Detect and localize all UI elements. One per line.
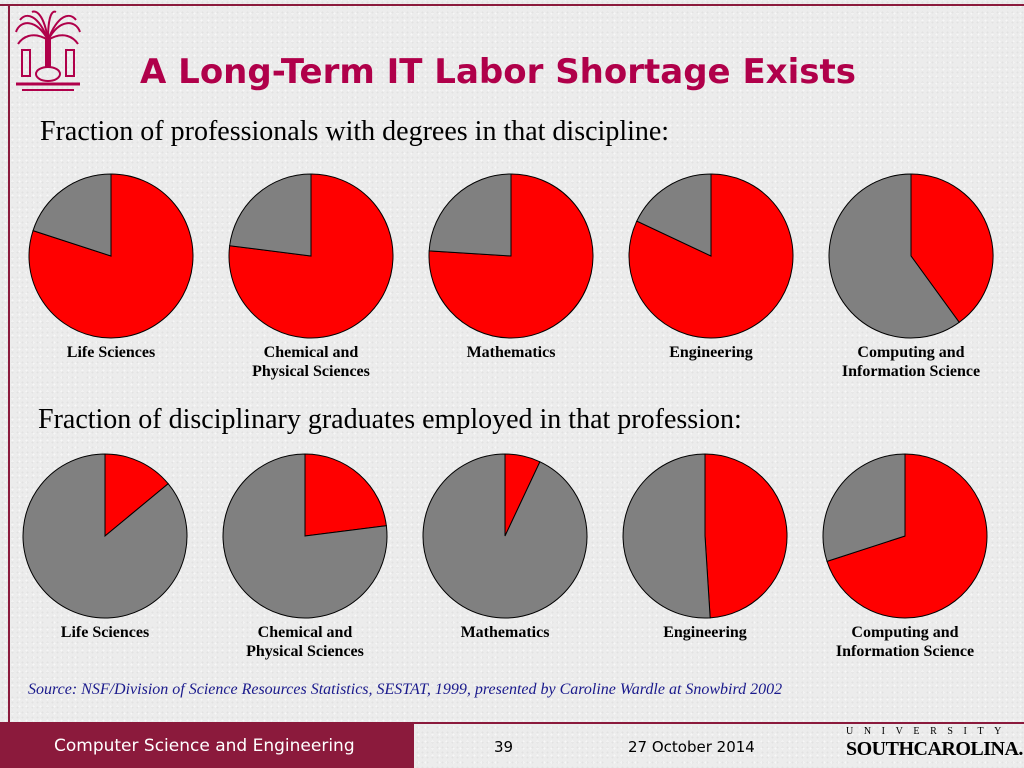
pie-label-line: Computing and (857, 344, 965, 361)
pie-1-chemical-and-physical-sciences-gray-slice (229, 173, 312, 257)
pie-2-chemical-and-physical-sciences-red-slice (304, 453, 387, 537)
pie-1-chemical-and-physical-sciences-label: Chemical and Physical Sciences (226, 343, 396, 381)
pie-1-engineering-gray-slice (636, 173, 712, 257)
pie-1-computing-and-information-science-label: Computing and Information Science (826, 343, 996, 381)
pie-2-life-sciences-red-slice (104, 453, 169, 538)
pie-label-line: Engineering (663, 624, 747, 641)
pie-1-mathematics-label: Mathematics (426, 343, 596, 362)
pie-label-line: Chemical and (257, 624, 353, 641)
section1-subtitle: Fraction of professionals with degrees i… (40, 116, 670, 147)
pie-label-line: Computing and (851, 624, 959, 641)
section2-subtitle: Fraction of disciplinary graduates emplo… (38, 404, 742, 435)
left-rule (8, 4, 10, 722)
pie-1-computing-and-information-science-red-slice (910, 173, 994, 324)
palmetto-tree-seal-icon (15, 10, 81, 91)
page-title: A Long-Term IT Labor Shortage Exists (140, 52, 856, 92)
page-number: 39 (494, 738, 514, 756)
pie-label-line: Engineering (669, 344, 753, 361)
pie-2-life-sciences-label: Life Sciences (20, 623, 190, 642)
pie-2-engineering-gray-slice (622, 453, 711, 619)
pie-2-computing-and-information-science-red-slice (826, 453, 988, 619)
pie-2-mathematics-gray-slice (422, 453, 588, 619)
footer-bar (0, 722, 414, 768)
pie-2-mathematics-label: Mathematics (420, 623, 590, 642)
footer-date: 27 October 2014 (628, 738, 755, 756)
pie-2-life-sciences-gray-slice (22, 453, 188, 619)
pie-label-line: Chemical and (263, 344, 359, 361)
pie-label-line: Life Sciences (66, 344, 156, 361)
pie-label-line: Mathematics (466, 344, 556, 361)
pie-label-line: Physical Sciences (246, 643, 364, 660)
pie-label-line: Physical Sciences (252, 363, 370, 380)
footer-department: Computer Science and Engineering (54, 736, 355, 756)
pie-2-engineering-label: Engineering (620, 623, 790, 642)
pie-2-chemical-and-physical-sciences-label: Chemical and Physical Sciences (220, 623, 390, 661)
pie-label-line: Mathematics (460, 624, 550, 641)
pie-2-engineering-red-slice (704, 453, 788, 619)
footer-rule (414, 722, 1024, 724)
pie-1-engineering-label: Engineering (626, 343, 796, 362)
pie-1-life-sciences-gray-slice (32, 173, 112, 257)
pie-1-computing-and-information-science-gray-slice (828, 173, 960, 339)
top-rule (0, 4, 1024, 6)
pie-1-mathematics-gray-slice (428, 173, 512, 257)
university-wordmark-top: UNIVERSITY OF (846, 726, 1024, 737)
pie-2-computing-and-information-science-label: Computing and Information Science (820, 623, 990, 661)
pie-2-chemical-and-physical-sciences-gray-slice (222, 453, 388, 619)
source-citation: Source: NSF/Division of Science Resource… (28, 681, 783, 698)
pie-2-computing-and-information-science-gray-slice (822, 453, 906, 562)
pie-1-life-sciences-label: Life Sciences (26, 343, 196, 362)
university-wordmark: SOUTHCAROLINA. (846, 738, 1023, 760)
pie-label-line: Information Science (841, 363, 981, 380)
pie-label-line: Life Sciences (60, 624, 150, 641)
pie-label-line: Information Science (835, 643, 975, 660)
